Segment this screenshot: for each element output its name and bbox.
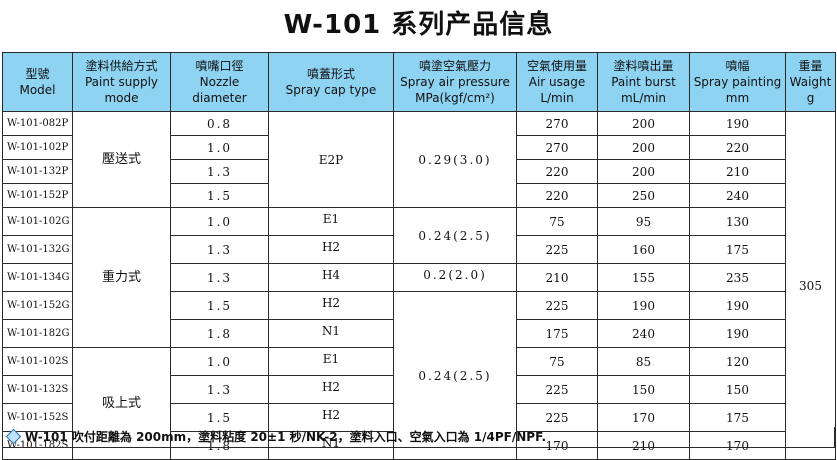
nozzle-cell: 1.8 [170,319,269,348]
nozzle-cell: 0.8 [170,111,269,136]
spray-width-cell: 190 [689,291,786,320]
paint-burst-cell: 200 [597,159,690,184]
cap-type-cell: H2 [268,235,394,264]
pressure-cell: 0.24(2.5) [393,291,517,460]
paint-burst-cell: 240 [597,319,690,348]
air-usage-cell: 75 [516,207,598,236]
supply-mode-cell: 壓送式 [72,111,171,208]
table-header-row: 型號 Model 塗料供給方式 Paint supply mode 噴嘴口徑 Nozzl… [2,52,836,112]
product-spec-table: 型號 Model 塗料供給方式 Paint supply mode 噴嘴口徑 Nozzl… [2,52,836,460]
air-usage-cell: 175 [516,319,598,348]
table-row: W-101-152P 1.5 220 250 240 [2,183,836,208]
spray-width-cell: 240 [689,183,786,208]
weight-cell: 305 [785,111,836,460]
pressure-cell: 0.24(2.5) [393,207,517,264]
nozzle-cell: 1.3 [170,235,269,264]
table-row: W-101-132G 1.3 H2 225 160 175 [2,235,836,264]
spray-width-cell: 190 [689,319,786,348]
table-row: W-101-082P 壓送式 0.8 E2P 0.29(3.0) 270 200… [2,111,836,460]
air-usage-cell: 75 [516,347,598,376]
header-paint-burst: 塗料噴出量 Paint burst mL/min [597,52,690,112]
diamond-bullet-icon [5,428,22,445]
cap-type-cell: E1 [268,347,394,376]
cap-type-cell: E1 [268,207,394,236]
spray-width-cell: 190 [689,111,786,136]
air-usage-cell: 225 [516,375,598,404]
model-cell: W-101-152G [2,291,73,320]
cap-type-cell: E2P [268,111,394,208]
nozzle-cell: 1.5 [170,291,269,320]
paint-burst-cell: 200 [597,111,690,136]
header-air-usage: 空氣使用量 Air usage L/min [516,52,598,112]
header-nozzle: 噴嘴口徑 Nozzle diameter [170,52,269,112]
spray-width-cell: 120 [689,347,786,376]
header-spray-width: 噴幅 Spray painting mm [689,52,786,112]
paint-burst-cell: 155 [597,263,690,292]
cap-type-cell: H2 [268,375,394,404]
spray-width-cell: 235 [689,263,786,292]
model-cell: W-101-102P [2,135,73,160]
nozzle-cell: 1.3 [170,159,269,184]
model-cell: W-101-132G [2,235,73,264]
header-model: 型號 Model [2,52,73,112]
paint-burst-cell: 250 [597,183,690,208]
table-row: W-101-102S 吸上式 1.0 E1 75 85 120 [2,347,836,460]
paint-burst-cell: 190 [597,291,690,320]
nozzle-cell: 1.0 [170,135,269,160]
model-cell: W-101-182G [2,319,73,348]
model-cell: W-101-132S [2,375,73,404]
cap-type-cell: N1 [268,319,394,348]
air-usage-cell: 225 [516,291,598,320]
spray-width-cell: 130 [689,207,786,236]
footer-note: W-101 吹付距離為 200mm，塗料粘度 20±1 秒/NK-2，塗料入口、… [2,427,835,448]
nozzle-cell: 1.3 [170,263,269,292]
model-cell: W-101-102S [2,347,73,376]
header-weight: 重量 Waight g [785,52,836,112]
air-usage-cell: 270 [516,135,598,160]
header-cap-type: 噴蓋形式 Spray cap type [268,52,394,112]
paint-burst-cell: 95 [597,207,690,236]
cap-type-cell: H2 [268,291,394,320]
spray-width-cell: 220 [689,135,786,160]
table-row: W-101-134G 1.3 H4 0.2(2.0) 210 155 235 [2,263,836,292]
air-usage-cell: 220 [516,183,598,208]
supply-mode-cell: 重力式 [72,207,171,348]
table-row: W-101-102G 重力式 1.0 E1 0.24(2.5) 75 95 13… [2,207,836,348]
air-usage-cell: 210 [516,263,598,292]
cap-type-cell: H4 [268,263,394,292]
nozzle-cell: 1.0 [170,207,269,236]
air-usage-cell: 270 [516,111,598,136]
pressure-cell: 0.2(2.0) [393,263,517,292]
model-cell: W-101-102G [2,207,73,236]
pressure-cell: 0.29(3.0) [393,111,517,208]
model-cell: W-101-152P [2,183,73,208]
nozzle-cell: 1.3 [170,375,269,404]
paint-burst-cell: 200 [597,135,690,160]
model-cell: W-101-082P [2,111,73,136]
paint-burst-cell: 160 [597,235,690,264]
spray-width-cell: 150 [689,375,786,404]
model-cell: W-101-134G [2,263,73,292]
model-cell: W-101-132P [2,159,73,184]
spray-width-cell: 175 [689,403,786,432]
spray-width-cell: 175 [689,235,786,264]
table-row: W-101-152G 1.5 H2 0.24(2.5) 225 190 190 [2,291,836,460]
spray-width-cell: 210 [689,159,786,184]
paint-burst-cell: 150 [597,375,690,404]
air-usage-cell: 225 [516,235,598,264]
paint-burst-cell: 85 [597,347,690,376]
footer-note-text: W-101 吹付距離為 200mm，塗料粘度 20±1 秒/NK-2，塗料入口、… [25,430,547,444]
nozzle-cell: 1.5 [170,403,269,432]
nozzle-cell: 1.5 [170,183,269,208]
header-air-pressure: 噴塗空氣壓力 Spray air pressure MPa(kgf/cm²) [393,52,517,112]
header-paint-supply: 塗料供給方式 Paint supply mode [72,52,171,112]
table-row: W-101-132P 1.3 220 200 210 [2,159,836,184]
page-title: W-101 系列产品信息 [283,10,554,40]
air-usage-cell: 220 [516,159,598,184]
nozzle-cell: 1.0 [170,347,269,376]
table-row: W-101-132S 1.3 H2 225 150 150 [2,375,836,404]
